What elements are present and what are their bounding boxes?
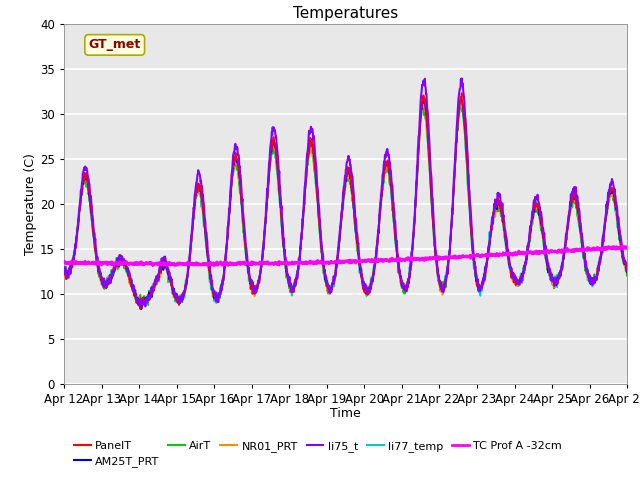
AirT xyxy=(419,99,427,105)
AM25T_PRT xyxy=(508,270,515,276)
AM25T_PRT xyxy=(433,268,441,274)
li75_t xyxy=(458,75,465,81)
PanelT xyxy=(136,306,144,312)
li75_t xyxy=(249,279,257,285)
TC Prof A -32cm xyxy=(60,260,68,265)
li75_t xyxy=(508,265,515,271)
AM25T_PRT xyxy=(186,257,193,263)
Y-axis label: Temperature (C): Temperature (C) xyxy=(24,153,37,255)
PanelT xyxy=(186,258,193,264)
NR01_PRT xyxy=(557,270,565,276)
li75_t xyxy=(557,269,565,275)
PanelT xyxy=(508,269,515,275)
li75_t xyxy=(60,266,68,272)
li75_t xyxy=(186,252,193,257)
Title: Temperatures: Temperatures xyxy=(293,6,398,22)
AirT xyxy=(172,292,180,298)
li77_temp xyxy=(186,254,193,260)
Text: GT_met: GT_met xyxy=(88,38,141,51)
li75_t xyxy=(172,294,180,300)
NR01_PRT xyxy=(172,294,180,300)
TC Prof A -32cm xyxy=(623,244,631,250)
AirT xyxy=(434,274,442,280)
NR01_PRT xyxy=(458,97,465,103)
PanelT xyxy=(172,297,180,303)
AirT xyxy=(134,302,142,308)
X-axis label: Time: Time xyxy=(330,408,361,420)
AirT xyxy=(557,269,565,275)
AirT xyxy=(508,269,515,275)
Legend: PanelT, AM25T_PRT, AirT, NR01_PRT, li75_t, li77_temp, TC Prof A -32cm: PanelT, AM25T_PRT, AirT, NR01_PRT, li75_… xyxy=(70,436,566,472)
li77_temp xyxy=(434,268,442,274)
AirT xyxy=(186,256,193,262)
AirT xyxy=(60,264,68,270)
NR01_PRT xyxy=(135,303,143,309)
li75_t xyxy=(623,267,631,273)
AM25T_PRT xyxy=(60,270,68,276)
li77_temp xyxy=(508,276,515,281)
li77_temp xyxy=(419,98,426,104)
AM25T_PRT xyxy=(138,306,145,312)
Line: li75_t: li75_t xyxy=(64,78,627,306)
AirT xyxy=(249,284,257,290)
AM25T_PRT xyxy=(623,269,631,275)
NR01_PRT xyxy=(433,268,441,274)
NR01_PRT xyxy=(249,286,257,292)
NR01_PRT xyxy=(60,270,68,276)
AM25T_PRT xyxy=(557,269,565,275)
PanelT xyxy=(623,269,631,275)
PanelT xyxy=(557,269,565,275)
Line: AM25T_PRT: AM25T_PRT xyxy=(64,99,627,309)
li77_temp xyxy=(249,288,257,294)
NR01_PRT xyxy=(186,252,193,258)
AirT xyxy=(623,268,631,274)
Line: TC Prof A -32cm: TC Prof A -32cm xyxy=(64,246,627,266)
li75_t xyxy=(433,264,441,269)
Line: li77_temp: li77_temp xyxy=(64,101,627,306)
NR01_PRT xyxy=(508,267,515,273)
Line: NR01_PRT: NR01_PRT xyxy=(64,100,627,306)
NR01_PRT xyxy=(623,268,631,274)
PanelT xyxy=(458,90,465,96)
TC Prof A -32cm xyxy=(557,249,564,254)
li77_temp xyxy=(557,264,565,270)
TC Prof A -32cm xyxy=(433,254,441,260)
li75_t xyxy=(141,303,149,309)
li77_temp xyxy=(60,270,68,276)
TC Prof A -32cm xyxy=(618,243,625,249)
li77_temp xyxy=(623,265,631,271)
TC Prof A -32cm xyxy=(249,260,257,266)
AM25T_PRT xyxy=(457,96,465,102)
PanelT xyxy=(249,291,257,297)
Line: PanelT: PanelT xyxy=(64,93,627,309)
AM25T_PRT xyxy=(249,286,257,291)
PanelT xyxy=(60,269,68,275)
AM25T_PRT xyxy=(172,291,180,297)
TC Prof A -32cm xyxy=(507,251,515,257)
TC Prof A -32cm xyxy=(186,262,193,267)
TC Prof A -32cm xyxy=(110,263,118,269)
li77_temp xyxy=(136,303,143,309)
PanelT xyxy=(433,266,441,272)
li77_temp xyxy=(172,298,180,304)
TC Prof A -32cm xyxy=(172,262,180,267)
Line: AirT: AirT xyxy=(64,102,627,305)
